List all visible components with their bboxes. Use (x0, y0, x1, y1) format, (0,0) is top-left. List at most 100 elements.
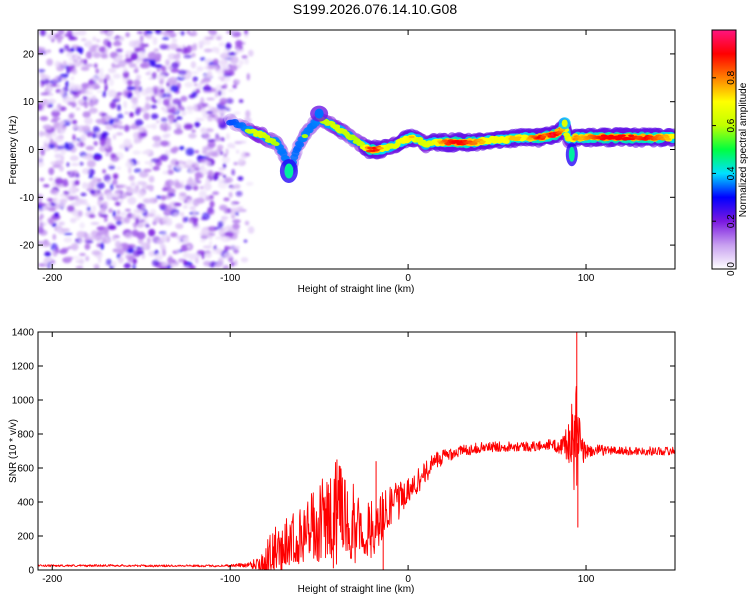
noise-speck (91, 99, 99, 106)
noise-speck (108, 165, 116, 170)
noise-speck (202, 128, 207, 135)
noise-speck (126, 79, 134, 86)
noise-speck (117, 244, 123, 251)
noise-speck (145, 96, 152, 101)
noise-speck (91, 208, 96, 214)
noise-speck (53, 147, 59, 153)
noise-speck (112, 173, 119, 180)
noise-speck (38, 203, 47, 207)
noise-speck (216, 68, 225, 75)
noise-speck (43, 257, 48, 266)
noise-speck (171, 38, 178, 43)
noise-speck (51, 109, 61, 118)
noise-speck (98, 46, 107, 53)
noise-speck (164, 204, 172, 213)
noise-speck (191, 31, 198, 37)
noise-speck (108, 67, 117, 74)
noise-speck (161, 106, 165, 111)
noise-speck (69, 155, 79, 161)
noise-speck (117, 104, 121, 112)
ridge-peak (471, 142, 478, 145)
noise-speck (238, 140, 247, 144)
noise-speck (128, 166, 132, 174)
noise-speck (245, 181, 254, 186)
noise-speck (70, 217, 77, 224)
noise-speck (227, 227, 234, 233)
noise-speck (38, 46, 42, 55)
noise-speck (244, 220, 250, 226)
noise-speck (175, 161, 180, 166)
noise-speck (181, 244, 188, 252)
noise-speck (222, 163, 227, 169)
noise-speck (133, 168, 142, 173)
noise-speck (137, 237, 144, 245)
colorbar-label: Normalized spectral amplitude (738, 82, 749, 217)
noise-speck (82, 96, 88, 101)
noise-speck (195, 118, 205, 121)
noise-speck (131, 187, 139, 194)
noise-speck (112, 191, 121, 199)
noise-speck (38, 208, 41, 214)
noise-speck (76, 231, 86, 238)
noise-speck (176, 116, 183, 120)
noise-speck (125, 53, 130, 58)
noise-speck (127, 186, 133, 195)
noise-speck (153, 93, 163, 97)
noise-speck (106, 180, 111, 185)
noise-speck (77, 99, 85, 106)
noise-speck (225, 148, 229, 156)
top-y-tick-label: 0 (28, 145, 34, 156)
noise-speck (179, 146, 185, 151)
noise-speck (92, 126, 100, 133)
noise-speck (68, 186, 78, 195)
noise-speck (170, 106, 177, 114)
noise-speck (112, 73, 121, 79)
noise-speck (88, 174, 94, 179)
noise-speck (170, 85, 179, 93)
noise-speck (82, 155, 90, 159)
snr-frame (37, 331, 676, 571)
noise-speck (214, 135, 221, 142)
noise-speck (226, 133, 230, 140)
noise-speck (54, 212, 59, 218)
noise-speck (63, 232, 73, 236)
noise-speck (233, 111, 241, 115)
noise-speck (71, 201, 81, 207)
noise-speck (148, 250, 156, 257)
top-x-tick-label: 0 (405, 273, 411, 284)
noise-speck (38, 193, 44, 200)
noise-speck (82, 125, 91, 132)
noise-speck (58, 165, 64, 172)
noise-speck (118, 125, 125, 129)
noise-speck (175, 223, 184, 230)
noise-speck (50, 161, 58, 165)
noise-speck (100, 214, 108, 218)
noise-speck (206, 97, 215, 101)
noise-speck (80, 66, 90, 71)
noise-speck (43, 184, 50, 188)
ridge-peak (549, 135, 556, 138)
noise-speck (194, 83, 198, 87)
noise-speck (203, 48, 213, 53)
noise-speck (184, 81, 193, 88)
noise-speck (50, 119, 58, 123)
noise-speck (99, 206, 107, 215)
noise-speck (155, 30, 162, 35)
noise-speck (119, 144, 126, 150)
noise-speck (188, 219, 193, 223)
noise-speck (143, 168, 152, 173)
noise-speck (189, 206, 196, 211)
noise-speck (217, 220, 224, 229)
noise-speck (58, 221, 65, 226)
noise-speck (186, 110, 194, 114)
noise-speck (223, 252, 233, 259)
noise-speck (220, 137, 226, 142)
noise-speck (132, 258, 137, 264)
noise-speck (147, 70, 152, 73)
noise-speck (93, 63, 98, 69)
noise-speck (195, 179, 202, 184)
noise-speck (154, 253, 163, 262)
noise-speck (224, 177, 234, 183)
